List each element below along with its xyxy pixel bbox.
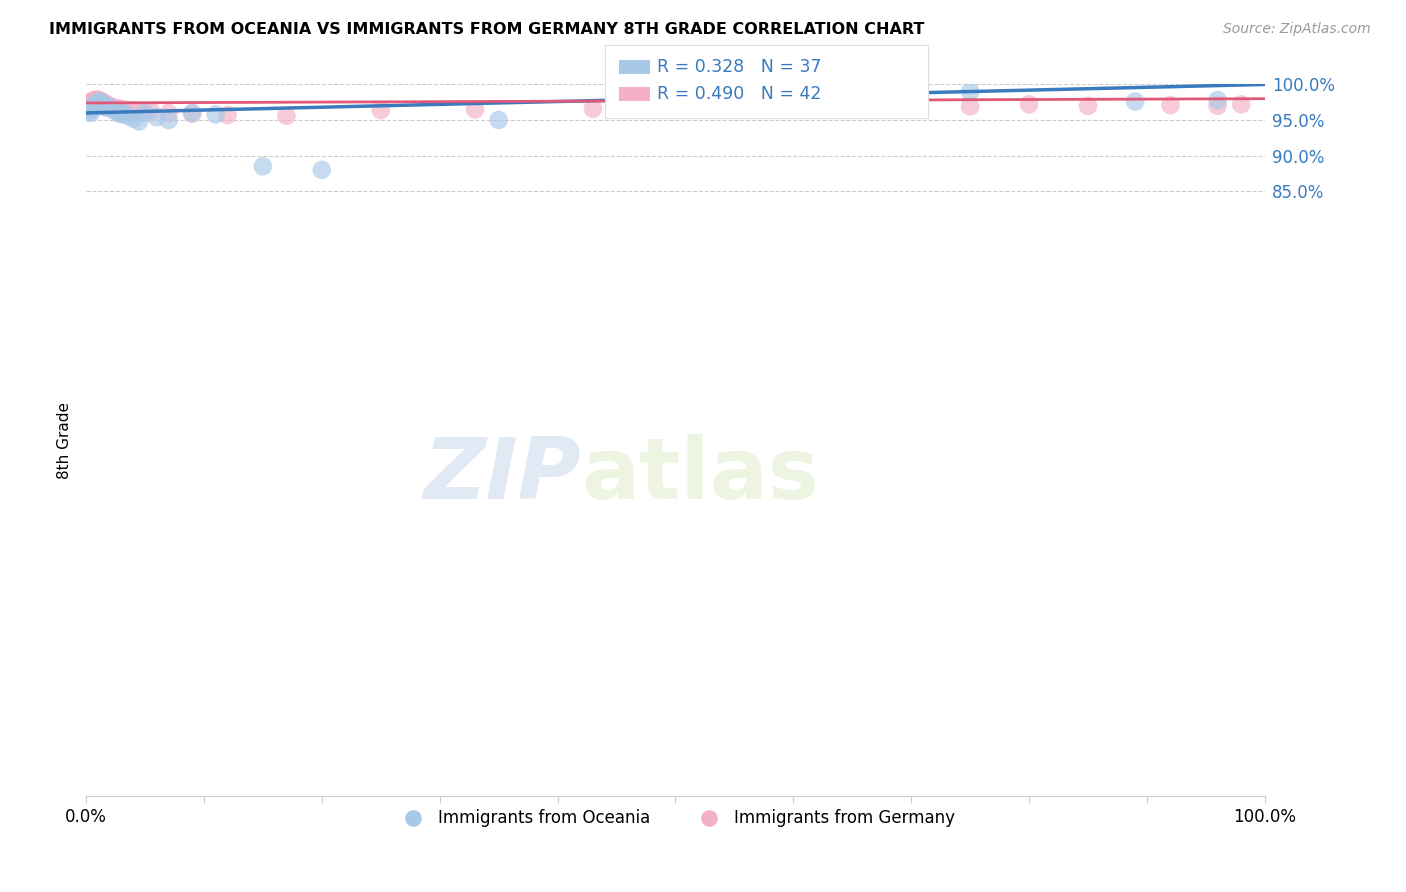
Point [181,106,204,120]
Point [311,162,333,177]
Point [87,93,110,107]
Point [204,107,226,121]
Point [83,99,105,113]
Point [217,108,239,122]
Point [464,103,486,117]
Point [582,102,605,116]
Point [94,99,117,113]
Point [82,94,104,108]
Point [1230,97,1253,112]
Point [723,101,745,115]
Point [1123,95,1146,109]
Point [96,98,118,112]
Point [252,159,274,173]
Point [87,93,110,107]
Point [101,103,124,117]
Point [87,95,110,109]
Point [80,95,103,110]
Point [120,103,142,117]
Point [1206,99,1229,113]
Point [959,99,981,113]
Point [86,92,108,106]
Point [370,103,392,117]
Point [276,109,298,123]
Point [1077,99,1099,113]
Point [1206,93,1229,107]
Point [91,98,114,112]
Point [104,103,127,118]
Point [782,95,804,110]
Point [93,95,115,110]
Point [488,113,510,128]
Text: R = 0.328   N = 37: R = 0.328 N = 37 [657,58,821,76]
Point [128,114,150,128]
Y-axis label: 8th Grade: 8th Grade [58,401,72,479]
Point [94,96,117,111]
Point [122,112,145,126]
Point [97,100,120,114]
Point [117,109,139,123]
Point [87,95,110,110]
Text: atlas: atlas [581,434,820,517]
Point [900,98,922,112]
Point [146,110,169,124]
Text: Source: ZipAtlas.com: Source: ZipAtlas.com [1223,22,1371,37]
Point [112,106,135,120]
Point [90,96,112,111]
Point [157,106,180,120]
Text: R = 0.490   N = 42: R = 0.490 N = 42 [657,85,821,103]
Point [841,100,863,114]
Point [134,106,156,120]
Point [181,106,204,120]
Point [80,106,103,120]
Point [93,99,115,113]
Point [86,97,108,112]
Point [128,103,150,118]
Point [80,103,103,117]
Point [82,100,104,114]
Point [782,99,804,113]
Point [80,95,103,109]
Point [89,94,111,108]
Point [139,104,162,119]
Point [89,95,111,110]
Point [112,103,135,117]
Point [107,106,129,120]
Point [83,93,105,107]
Point [79,95,101,110]
Point [110,107,132,121]
Point [104,101,127,115]
Point [97,99,120,113]
Point [91,95,114,110]
Point [79,103,101,118]
Legend: Immigrants from Oceania, Immigrants from Germany: Immigrants from Oceania, Immigrants from… [389,803,962,834]
Text: ZIP: ZIP [423,434,581,517]
Point [1160,98,1182,112]
Point [1018,97,1040,112]
Point [959,85,981,99]
Text: IMMIGRANTS FROM OCEANIA VS IMMIGRANTS FROM GERMANY 8TH GRADE CORRELATION CHART: IMMIGRANTS FROM OCEANIA VS IMMIGRANTS FR… [49,22,925,37]
Point [98,99,121,113]
Point [84,99,107,113]
Point [100,101,122,115]
Point [108,102,131,116]
Point [101,100,124,114]
Point [157,113,180,128]
Point [90,95,112,109]
Point [94,100,117,114]
Point [84,94,107,108]
Point [94,97,117,112]
